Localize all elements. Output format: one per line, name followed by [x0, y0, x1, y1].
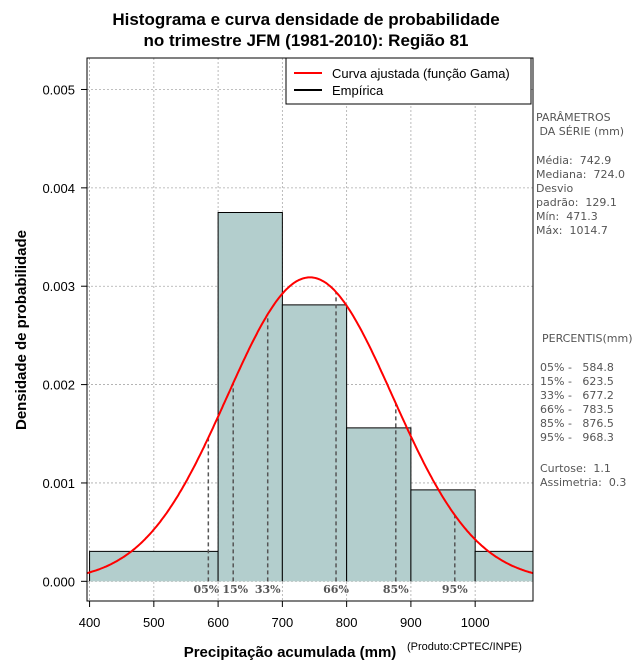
legend-empirical-label: Empírica — [332, 83, 384, 98]
histogram-bar — [218, 212, 283, 582]
y-tick-label: 0.004 — [42, 181, 75, 196]
legend: Curva ajustada (função Gama) Empírica — [285, 57, 532, 105]
x-axis-label: Precipitação acumulada (mm) — [184, 644, 397, 660]
percentis-values: 05% - 584.8 15% - 623.5 33% - 677.2 66% … — [540, 361, 614, 444]
histogram-bars — [89, 211, 534, 582]
histogram-bar — [346, 427, 411, 582]
product-credit: (Produto:CPTEC/INPE) — [407, 641, 522, 653]
legend-fitted-label: Curva ajustada (função Gama) — [332, 66, 510, 81]
histogram-bar — [475, 551, 533, 582]
x-tick-label: 600 — [207, 615, 229, 630]
x-tick-label: 500 — [143, 615, 165, 630]
y-tick-label: 0.003 — [42, 279, 75, 294]
x-tick-label: 1000 — [461, 615, 490, 630]
series-params: Média: 742.9 Mediana: 724.0 Desvio padrã… — [536, 154, 625, 237]
percentile-label: 33% — [255, 583, 281, 596]
histogram-bar — [89, 551, 219, 582]
percentile-labels: 05% 15% 33% 66% 85% 95% — [193, 583, 468, 596]
percentile-label: 15% — [222, 583, 248, 596]
y-axis: 0.000 0.001 0.002 0.003 0.004 0.005 — [42, 82, 87, 589]
x-tick-label: 900 — [400, 615, 422, 630]
y-tick-label: 0.002 — [42, 378, 75, 393]
histogram-bar — [410, 489, 476, 582]
series-params-title: PARÂMETROS DA SÉRIE (mm) — [536, 111, 625, 138]
x-tick-label: 800 — [336, 615, 358, 630]
x-tick-label: 400 — [79, 615, 101, 630]
shape-stats: Curtose: 1.1 Assimetria: 0.3 — [540, 462, 627, 489]
empirical-step — [410, 489, 476, 582]
histogram-bar — [282, 304, 347, 582]
percentile-label: 95% — [442, 583, 468, 596]
fitted-curve — [86, 276, 534, 575]
percentile-label: 05% — [193, 583, 219, 596]
percentile-label: 85% — [383, 583, 409, 596]
chart-title-line2: no trimestre JFM (1981-2010): Região 81 — [143, 31, 468, 50]
y-axis-label: Densidade de probabilidade — [13, 230, 30, 430]
chart-title-line1: Histograma e curva densidade de probabil… — [112, 10, 499, 29]
y-tick-label: 0.000 — [42, 574, 75, 589]
percentile-lines — [207, 292, 456, 582]
percentis-title: PERCENTIS(mm) — [542, 332, 633, 345]
y-tick-label: 0.001 — [42, 476, 75, 491]
x-axis: 400 500 600 700 800 900 1000 — [79, 601, 490, 630]
percentile-label: 66% — [323, 583, 349, 596]
legend-box — [285, 57, 532, 105]
y-tick-label: 0.005 — [42, 82, 75, 97]
x-tick-label: 700 — [272, 615, 294, 630]
